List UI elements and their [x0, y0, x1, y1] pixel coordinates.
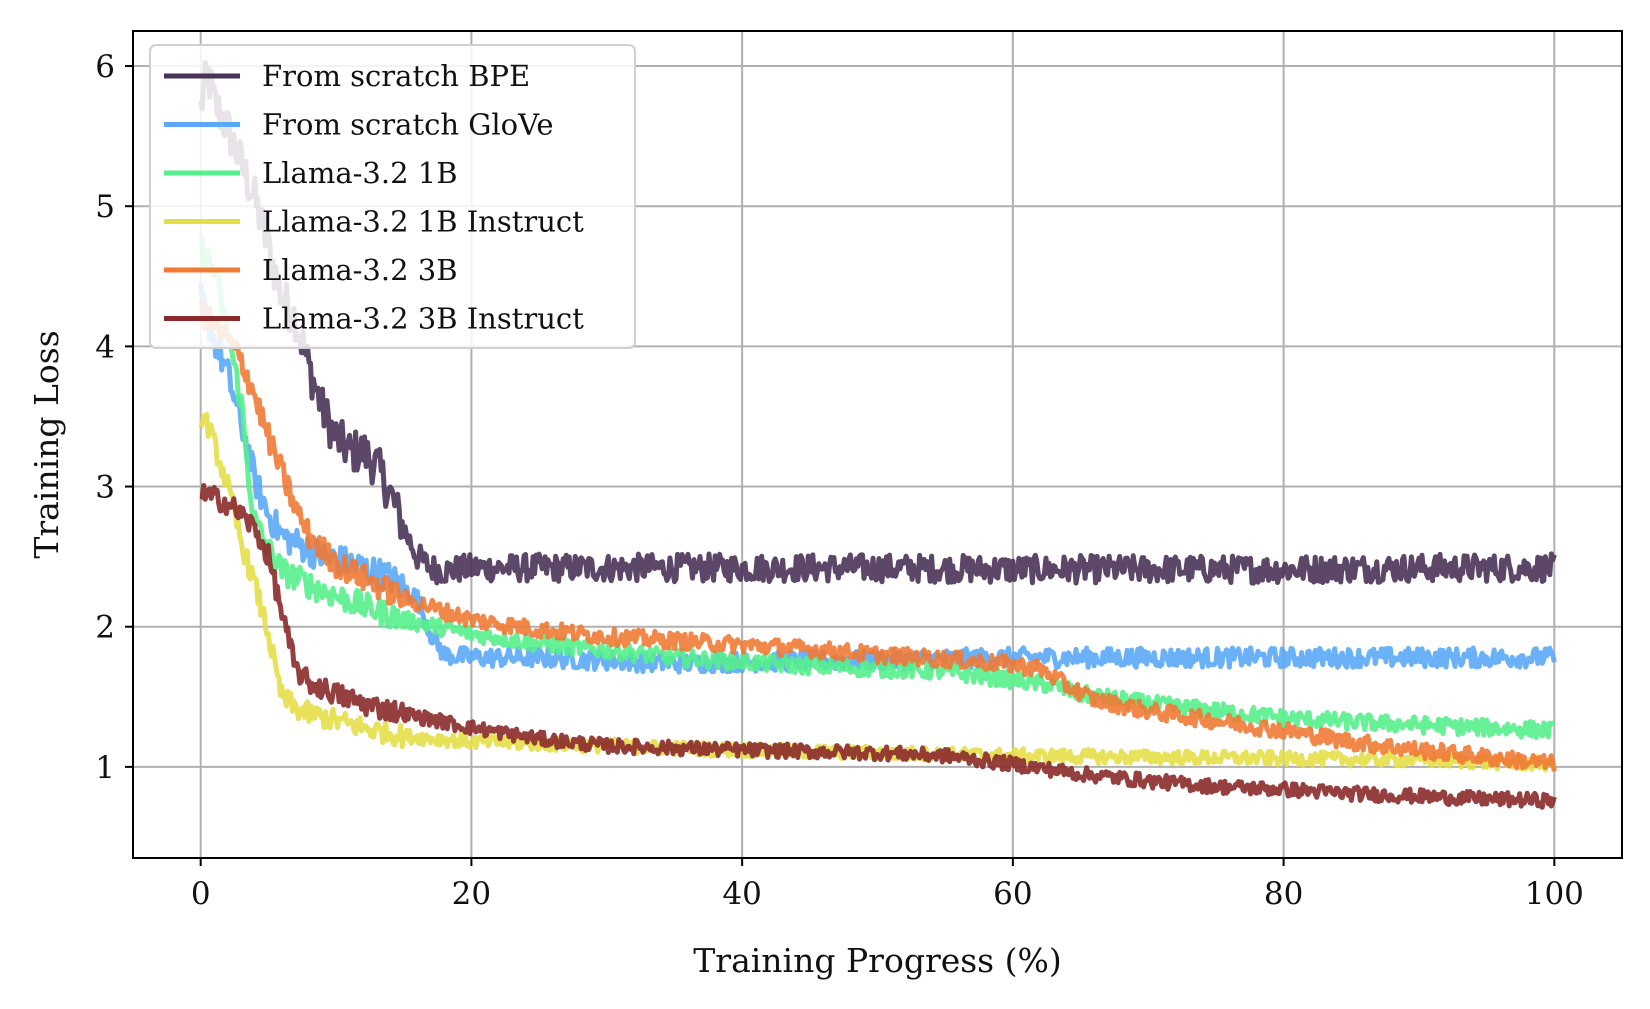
x-axis-ticks: 0 20 40 60 80 100: [191, 858, 1584, 912]
legend-box: [149, 44, 636, 349]
x-tick-label: 40: [722, 876, 761, 912]
y-tick-label: 6: [95, 49, 115, 85]
plot-area-frame: [132, 30, 1623, 859]
series-line-4: [198, 411, 1557, 773]
legend-label: Llama-3.2 1B: [262, 156, 458, 190]
y-tick-label: 1: [95, 750, 115, 786]
x-tick-label: 0: [191, 876, 211, 912]
x-tick-label: 100: [1525, 876, 1584, 912]
y-axis-label: Training Loss: [27, 330, 66, 558]
x-axis-label: Training Progress (%): [693, 941, 1061, 980]
series-line-6: [199, 483, 1557, 810]
legend-label: Llama-3.2 3B: [262, 253, 458, 287]
x-tick-label: 20: [452, 876, 491, 912]
y-tick-label: 3: [95, 470, 115, 506]
legend-label: Llama-3.2 3B Instruct: [262, 302, 584, 336]
series-line-5: [198, 299, 1557, 772]
legend-label: Llama-3.2 1B Instruct: [262, 205, 584, 239]
y-tick-label: 2: [95, 610, 115, 646]
legend: From scratch BPE From scratch GloVe Llama-…: [149, 44, 636, 349]
y-tick-label: 4: [95, 329, 115, 365]
x-tick-label: 60: [993, 876, 1032, 912]
x-tick-label: 80: [1264, 876, 1303, 912]
y-tick-label: 5: [95, 189, 115, 225]
series-lines: [198, 60, 1557, 810]
series-line-1: [198, 60, 1557, 586]
legend-label: From scratch BPE: [262, 59, 530, 93]
y-axis-ticks: 1 2 3 4 5 6: [95, 49, 133, 786]
legend-label: From scratch GloVe: [262, 108, 554, 142]
